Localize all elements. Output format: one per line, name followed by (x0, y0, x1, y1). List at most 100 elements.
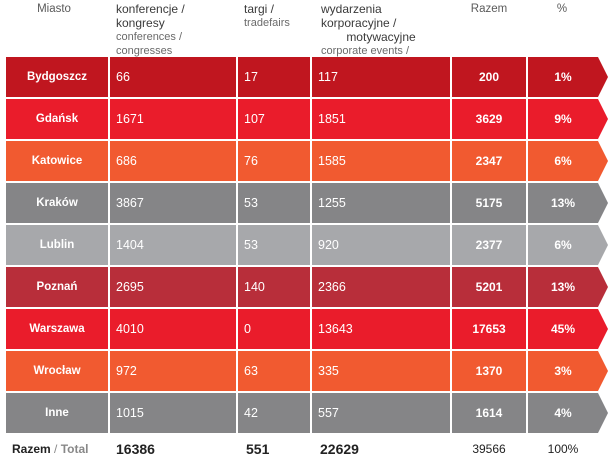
conferences-cell: 1671 (116, 112, 144, 126)
city-cell: Katowice (31, 155, 83, 167)
footer-label-en: Total (60, 442, 89, 456)
table-row: Poznań 2695 140 2366 5201 13% (0, 267, 615, 307)
conferences-cell: 66 (116, 70, 130, 84)
column-divider (310, 141, 312, 181)
city-cell: Lublin (39, 239, 75, 251)
column-divider (236, 309, 238, 349)
tradefairs-cell: 17 (244, 70, 258, 84)
row-background-bar (6, 267, 598, 307)
total-cell: 1370 (475, 364, 503, 378)
column-divider (108, 351, 110, 391)
header-tradefairs-en: tradefairs (244, 17, 290, 29)
table-row: Warszawa 4010 0 13643 17653 45% (0, 309, 615, 349)
total-cell: 200 (478, 70, 500, 84)
city-cell: Wrocław (33, 365, 81, 377)
column-divider (450, 141, 452, 181)
corporate-cell: 557 (318, 406, 339, 420)
corporate-cell: 1585 (318, 154, 346, 168)
corporate-cell: 2366 (318, 280, 346, 294)
percent-cell: 9% (554, 112, 572, 126)
row-background-bar (6, 351, 598, 391)
column-divider (526, 351, 528, 391)
tradefairs-cell: 107 (244, 112, 265, 126)
city-cell: Warszawa (29, 323, 85, 335)
total-cell: 5175 (475, 196, 503, 210)
footer-conferences-total: 16386 (116, 441, 155, 457)
table-row: Wrocław 972 63 335 1370 3% (0, 351, 615, 391)
column-divider (236, 393, 238, 433)
percent-cell: 4% (554, 406, 572, 420)
footer-grand-total: 39566 (472, 442, 506, 456)
column-divider (310, 267, 312, 307)
column-divider (236, 141, 238, 181)
conferences-cell: 1015 (116, 406, 144, 420)
column-divider (526, 393, 528, 433)
row-arrow-tip (598, 183, 608, 223)
column-divider (450, 393, 452, 433)
percent-cell: 3% (554, 364, 572, 378)
total-cell: 17653 (472, 322, 506, 336)
corporate-cell: 920 (318, 238, 339, 252)
city-cell: Inne (45, 407, 69, 419)
column-divider (236, 225, 238, 265)
column-divider (108, 225, 110, 265)
column-divider (310, 57, 312, 97)
row-background-bar (6, 57, 598, 97)
column-divider (108, 267, 110, 307)
column-divider (236, 57, 238, 97)
header-total-label: Razem (470, 3, 508, 15)
column-divider (108, 393, 110, 433)
column-divider (526, 309, 528, 349)
column-divider (236, 99, 238, 139)
row-background-bar (6, 141, 598, 181)
column-divider (310, 183, 312, 223)
column-divider (526, 57, 528, 97)
conferences-cell: 3867 (116, 196, 144, 210)
row-arrow-tip (598, 309, 608, 349)
column-divider (450, 225, 452, 265)
tradefairs-cell: 53 (244, 238, 258, 252)
footer-label-pl: Razem (12, 442, 51, 456)
row-arrow-tip (598, 351, 608, 391)
column-divider (310, 225, 312, 265)
table-footer: Razem / Total 16386 551 22629 39566 100% (0, 436, 615, 462)
corporate-cell: 117 (318, 70, 338, 84)
table-row: Kraków 3867 53 1255 5175 13% (0, 183, 615, 223)
row-arrow-tip (598, 99, 608, 139)
corporate-cell: 1851 (318, 112, 346, 126)
column-divider (310, 309, 312, 349)
header-corporate-pl-1: wydarzenia korporacyjne / (321, 2, 397, 30)
column-divider (526, 99, 528, 139)
footer-label-separator: / (50, 442, 61, 456)
table-row: Lublin 1404 53 920 2377 6% (0, 225, 615, 265)
table-row: Katowice 686 76 1585 2347 6% (0, 141, 615, 181)
tradefairs-cell: 0 (244, 322, 251, 336)
table-row: Gdańsk 1671 107 1851 3629 9% (0, 99, 615, 139)
percent-cell: 45% (550, 322, 576, 336)
conferences-cell: 686 (116, 154, 137, 168)
column-divider (526, 267, 528, 307)
column-divider (450, 57, 452, 97)
column-divider (526, 225, 528, 265)
row-background-bar (6, 99, 598, 139)
conferences-cell: 4010 (116, 322, 144, 336)
table-row: Inne 1015 42 557 1614 4% (0, 393, 615, 433)
tradefairs-cell: 140 (244, 280, 265, 294)
total-cell: 2347 (475, 154, 503, 168)
column-divider (310, 393, 312, 433)
header-percent-label: % (556, 3, 568, 15)
column-divider (108, 183, 110, 223)
tradefairs-cell: 76 (244, 154, 258, 168)
column-divider (450, 351, 452, 391)
header-total: Razem (452, 2, 526, 60)
city-cell: Poznań (36, 281, 78, 293)
footer-percent-total: 100% (547, 442, 579, 456)
column-divider (450, 267, 452, 307)
row-arrow-tip (598, 141, 608, 181)
city-cell: Bydgoszcz (26, 71, 88, 83)
total-cell: 1614 (475, 406, 503, 420)
row-arrow-tip (598, 393, 608, 433)
column-divider (450, 99, 452, 139)
column-divider (450, 183, 452, 223)
total-cell: 3629 (475, 112, 503, 126)
